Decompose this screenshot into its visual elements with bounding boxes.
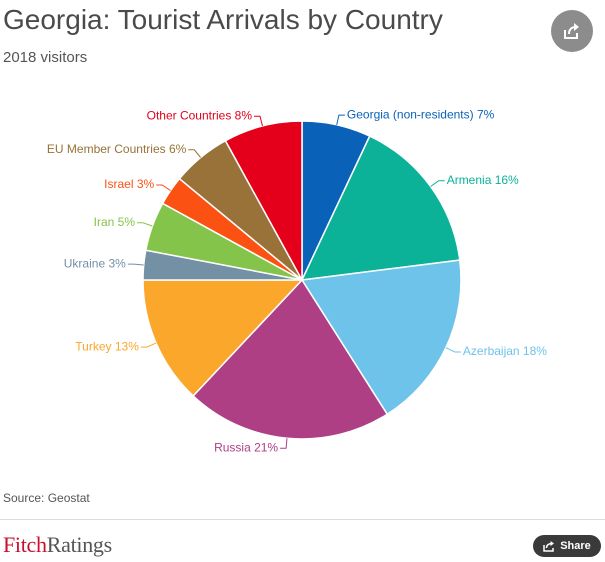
label-russia: Russia 21% bbox=[214, 440, 278, 454]
share-button-label: Share bbox=[560, 540, 591, 552]
leader-turkey bbox=[140, 342, 157, 348]
label-other-countries: Other Countries 8% bbox=[147, 108, 253, 122]
chart-subtitle: 2018 visitors bbox=[3, 49, 88, 66]
source-note: Source: Geostat bbox=[3, 491, 90, 505]
logo-part-fitch: Fitch bbox=[3, 532, 47, 557]
leader-lines bbox=[127, 114, 461, 449]
leader-iran bbox=[137, 222, 153, 227]
logo-part-ratings: Ratings bbox=[46, 532, 112, 557]
fitch-logo[interactable]: FitchRatings bbox=[3, 532, 112, 558]
leader-georgia-non-residents bbox=[336, 114, 345, 125]
leader-other-countries bbox=[254, 115, 263, 127]
leader-azerbaijan bbox=[445, 347, 461, 353]
label-turkey: Turkey 13% bbox=[75, 339, 139, 353]
label-iran: Iran 5% bbox=[94, 215, 136, 229]
label-armenia: Armenia 16% bbox=[447, 173, 519, 187]
pie-slices bbox=[142, 120, 462, 440]
label-israel: Israel 3% bbox=[104, 177, 154, 191]
share-circle-button[interactable] bbox=[551, 10, 593, 52]
slice-azerbaijan bbox=[300, 259, 462, 416]
leader-eu-member-countries bbox=[188, 149, 201, 158]
leader-russia bbox=[280, 438, 288, 449]
label-georgia-non-residents: Georgia (non-residents) 7% bbox=[347, 107, 495, 121]
pie-chart: Georgia (non-residents) 7% Armenia 16% Aze… bbox=[47, 107, 547, 454]
share-button[interactable]: Share bbox=[533, 535, 601, 557]
slice-labels: Georgia (non-residents) 7% Armenia 16% Aze… bbox=[47, 107, 547, 454]
leader-ukraine bbox=[127, 263, 144, 266]
label-azerbaijan: Azerbaijan 18% bbox=[463, 344, 547, 358]
slice-turkey bbox=[142, 279, 304, 397]
slice-russia bbox=[192, 278, 389, 440]
chart-title: Georgia: Tourist Arrivals by Country bbox=[3, 4, 443, 35]
footer-divider bbox=[0, 519, 605, 520]
label-eu-member-countries: EU Member Countries 6% bbox=[47, 142, 187, 156]
leader-armenia bbox=[430, 180, 445, 187]
share-icon bbox=[543, 541, 555, 552]
label-ukraine: Ukraine 3% bbox=[64, 256, 126, 270]
leader-israel bbox=[156, 184, 171, 192]
share-arrow-icon bbox=[564, 23, 579, 39]
